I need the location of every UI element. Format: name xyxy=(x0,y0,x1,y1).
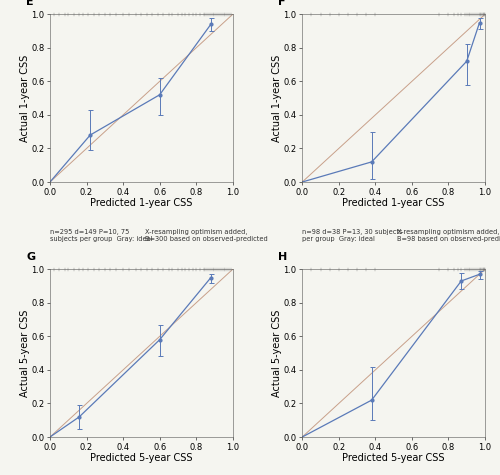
X-axis label: Predicted 1-year CSS: Predicted 1-year CSS xyxy=(90,198,192,208)
Text: F: F xyxy=(278,0,286,8)
Y-axis label: Actual 1-year CSS: Actual 1-year CSS xyxy=(272,55,282,142)
X-axis label: Predicted 1-year CSS: Predicted 1-year CSS xyxy=(342,198,445,208)
Text: X-resampling optimism added,
B=98 based on observed-predicted: X-resampling optimism added, B=98 based … xyxy=(398,229,500,242)
Text: n=98 d=38 P=13, 30 subjects
per group  Gray: ideal: n=98 d=38 P=13, 30 subjects per group Gr… xyxy=(302,229,402,242)
Y-axis label: Actual 5-year CSS: Actual 5-year CSS xyxy=(20,309,30,397)
X-axis label: Predicted 5-year CSS: Predicted 5-year CSS xyxy=(90,453,192,463)
Text: E: E xyxy=(26,0,34,8)
Text: H: H xyxy=(278,253,287,263)
Text: G: G xyxy=(26,253,36,263)
X-axis label: Predicted 5-year CSS: Predicted 5-year CSS xyxy=(342,453,445,463)
Text: X-resampling optimism added,
B=300 based on observed-predicted: X-resampling optimism added, B=300 based… xyxy=(145,229,268,242)
Y-axis label: Actual 1-year CSS: Actual 1-year CSS xyxy=(20,55,30,142)
Text: n=295 d=149 P=10, 75
subjects per group  Gray: ideal: n=295 d=149 P=10, 75 subjects per group … xyxy=(50,229,152,242)
Y-axis label: Actual 5-year CSS: Actual 5-year CSS xyxy=(272,309,282,397)
